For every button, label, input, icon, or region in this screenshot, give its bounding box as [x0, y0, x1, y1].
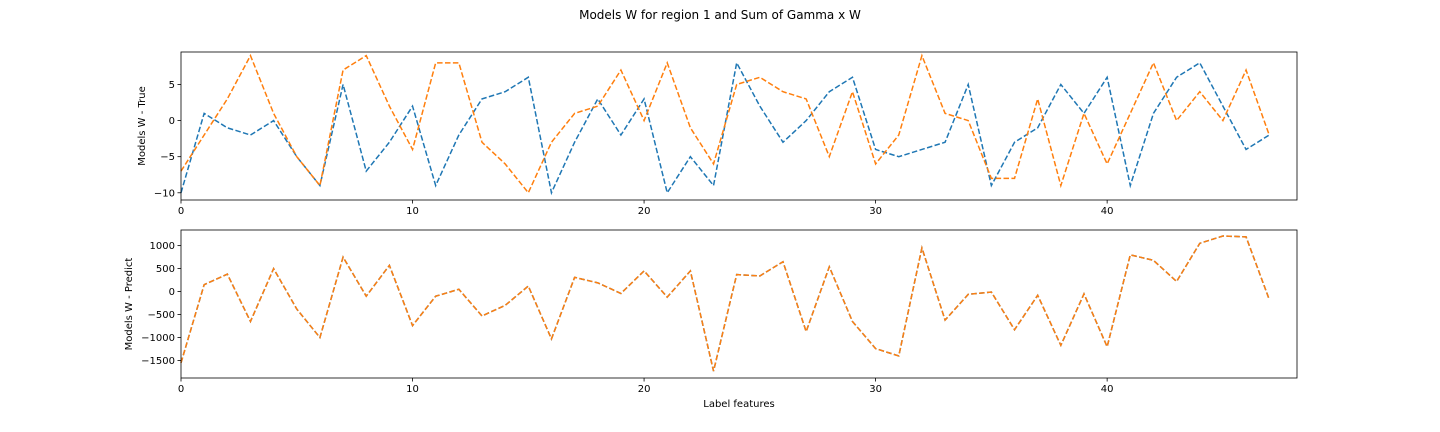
axes-frame-bottom	[180, 229, 1298, 379]
y-axis-label-bottom: Models W - Predict	[124, 258, 135, 351]
x-tick-label: 0	[178, 384, 184, 395]
x-tick-label: 30	[869, 384, 882, 395]
axes-frame-top	[180, 51, 1298, 201]
x-tick-label: 0	[178, 206, 184, 217]
y-tick-label: 500	[156, 264, 175, 275]
series-line-bottom-2	[180, 235, 1270, 372]
x-tick-label: 20	[638, 384, 651, 395]
y-tick-label: −1000	[141, 333, 175, 344]
y-tick-label: −500	[148, 310, 175, 321]
y-tick-label: −5	[160, 152, 175, 163]
x-tick-label: 10	[406, 206, 419, 217]
y-tick-label: 5	[169, 80, 175, 91]
x-tick-label: 10	[406, 384, 419, 395]
axes-bottom: 0 10 20 30 40 −1500 −1000 −500 0 500 1000 Models W …	[124, 229, 1298, 410]
y-tick-label: 0	[169, 287, 175, 298]
figure-title: Models W for region 1 and Sum of Gamma x…	[579, 8, 861, 22]
series-line-bottom-1	[180, 235, 1270, 372]
y-tick-label: −10	[154, 188, 175, 199]
x-tick-label: 40	[1101, 384, 1114, 395]
x-tick-label: 40	[1101, 206, 1114, 217]
x-tick-label: 30	[869, 206, 882, 217]
x-axis-label-bottom: Label features	[703, 399, 774, 410]
series-line-top-1	[180, 60, 1270, 196]
y-tick-label: 0	[169, 116, 175, 127]
y-tick-label: 1000	[150, 241, 175, 252]
axes-top: 0 10 20 30 40 −10 −5 0 5 Models W - True	[137, 51, 1298, 217]
y-tick-label: −1500	[141, 356, 175, 367]
y-axis-label-top: Models W - True	[137, 86, 148, 166]
x-tick-label: 20	[638, 206, 651, 217]
series-line-top-2	[180, 53, 1270, 195]
